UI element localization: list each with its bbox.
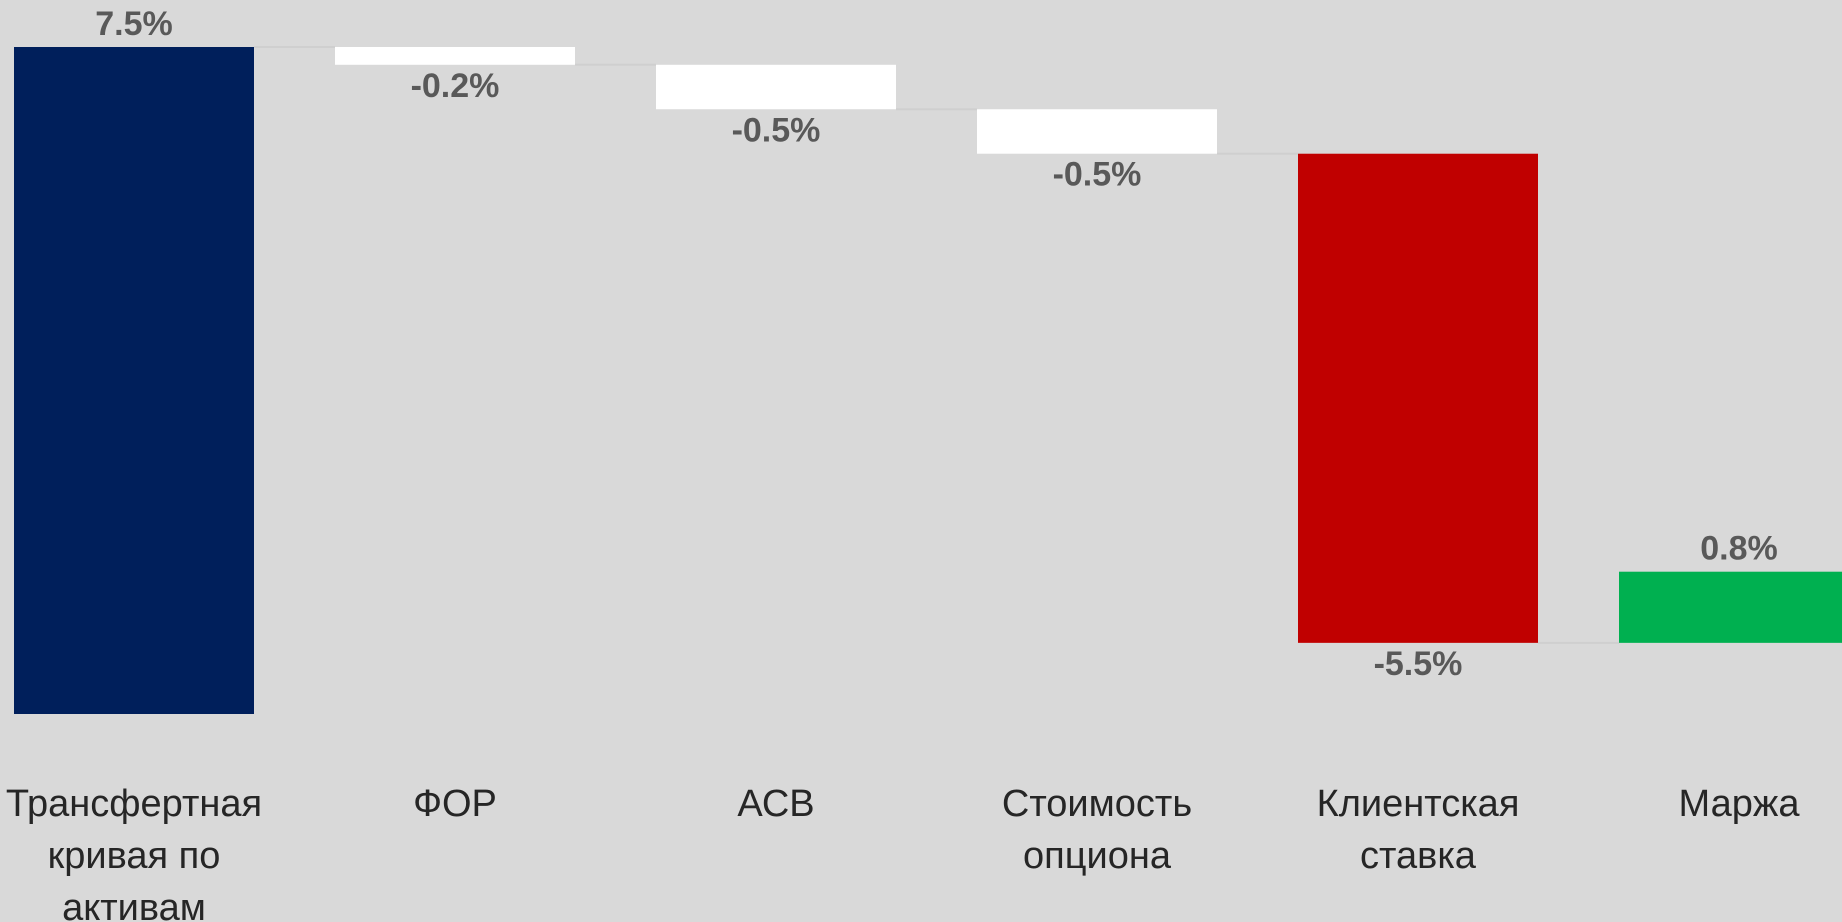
value-label: -0.5%: [1053, 156, 1142, 194]
bar: [335, 47, 575, 65]
value-label: 7.5%: [95, 5, 173, 43]
bar: [14, 47, 254, 714]
value-label: 0.8%: [1700, 530, 1778, 568]
bar: [656, 64, 896, 110]
bar: [1619, 571, 1842, 643]
bar: [1298, 153, 1538, 643]
category-label: АСВ: [737, 783, 815, 825]
value-label: -5.5%: [1374, 645, 1463, 683]
category-label: Клиентская ставка: [1316, 783, 1520, 877]
value-label: -0.2%: [411, 67, 500, 105]
bar: [977, 109, 1217, 154]
category-label: Маржа: [1678, 783, 1800, 825]
category-label: Стоимость опциона: [1001, 783, 1193, 877]
category-label: ФОР: [413, 783, 497, 825]
value-label: -0.5%: [732, 111, 821, 149]
category-label: Трансфертная кривая по активам: [5, 783, 263, 922]
